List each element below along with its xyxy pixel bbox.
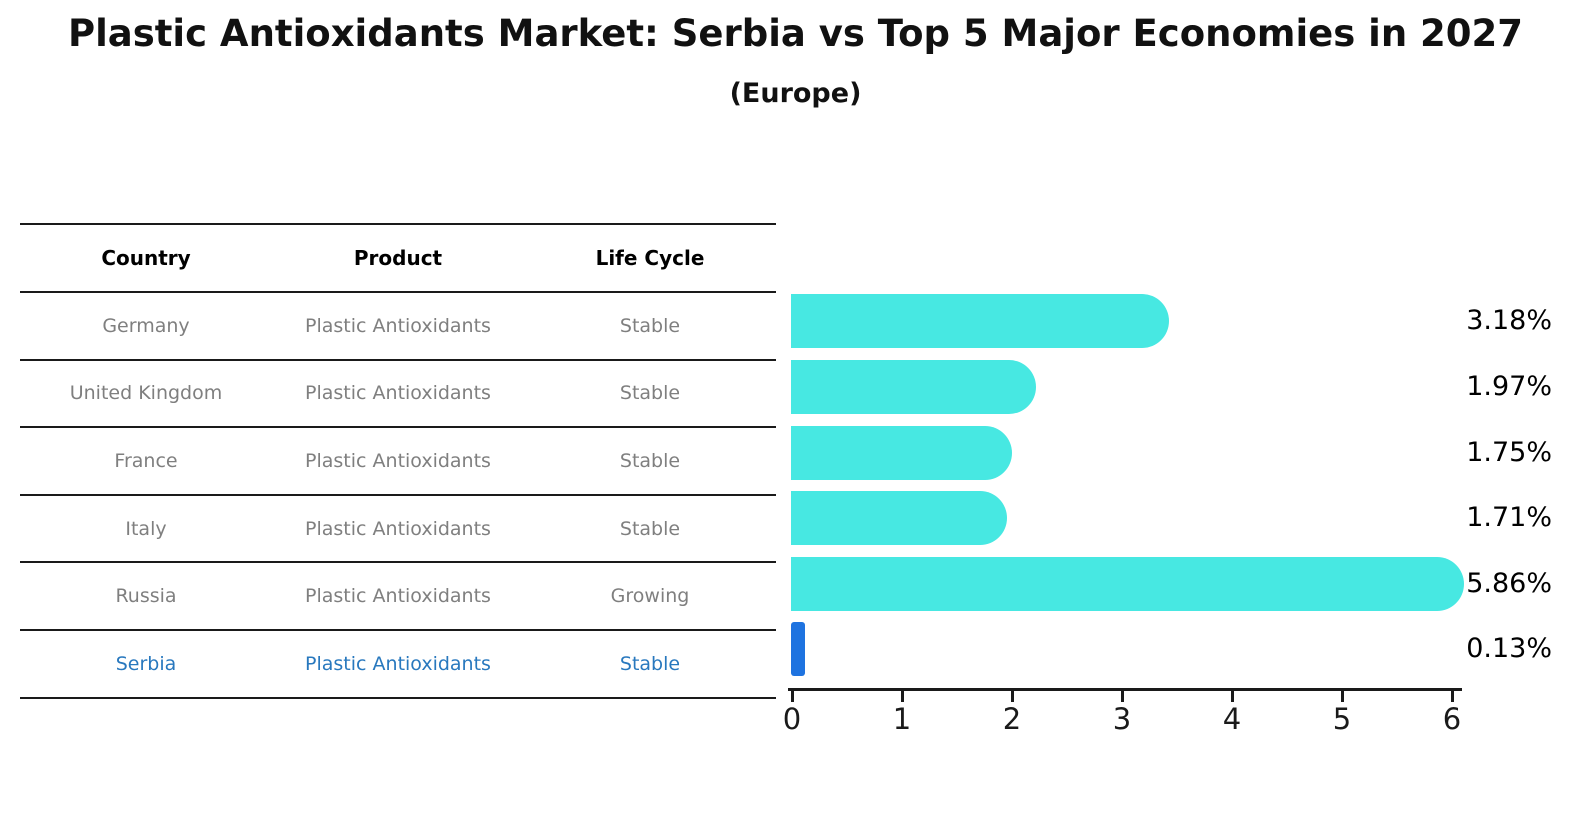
- x-axis-tick-label: 6: [1442, 702, 1462, 736]
- table-header-row: Country Product Life Cycle: [20, 223, 776, 291]
- x-axis-tick-label: 0: [782, 702, 802, 736]
- x-axis-tick-label: 1: [892, 702, 912, 736]
- cell-life-cycle: Stable: [619, 517, 681, 540]
- bar: [791, 294, 1169, 349]
- bar-value-label: 1.71%: [1466, 502, 1552, 534]
- x-axis-tick: [790, 691, 794, 702]
- bar: [791, 425, 1012, 480]
- x-axis-tick: [1120, 691, 1124, 702]
- table-row: Serbia Plastic Antioxidants Stable: [20, 628, 776, 697]
- bar-highlight: [791, 622, 806, 677]
- cell-product: Plastic Antioxidants: [305, 314, 491, 337]
- table-row: Russia Plastic Antioxidants Growing: [20, 561, 776, 629]
- cell-country: Italy: [125, 517, 167, 540]
- cell-life-cycle: Growing: [610, 585, 690, 608]
- x-axis-tick: [1450, 691, 1454, 702]
- table-row: Italy Plastic Antioxidants Stable: [20, 493, 776, 562]
- bar: [791, 556, 1464, 611]
- x-axis-tick-label: 3: [1112, 702, 1132, 736]
- x-axis-tick-label: 2: [1002, 702, 1022, 736]
- cell-country: United Kingdom: [69, 382, 223, 405]
- cell-product: Plastic Antioxidants: [305, 449, 491, 472]
- cell-life-cycle: Stable: [619, 449, 681, 472]
- x-axis-tick: [900, 691, 904, 702]
- header-cell-life-cycle: Life Cycle: [595, 246, 705, 270]
- table-row: France Plastic Antioxidants Stable: [20, 426, 776, 494]
- cell-product: Plastic Antioxidants: [305, 652, 491, 675]
- x-axis-tick-label: 5: [1332, 702, 1352, 736]
- cell-country: Germany: [102, 314, 190, 337]
- cell-life-cycle: Stable: [619, 382, 681, 405]
- bar-value-label: 1.97%: [1466, 371, 1552, 402]
- cell-product: Plastic Antioxidants: [305, 585, 491, 608]
- data-table: Country Product Life Cycle Germany Plasti…: [20, 223, 776, 699]
- table-row: United Kingdom Plastic Antioxidants Stable: [20, 358, 776, 427]
- cell-country: France: [114, 449, 178, 472]
- table-body: Germany Plastic Antioxidants Stable United …: [20, 291, 776, 697]
- table-row: Germany Plastic Antioxidants Stable: [20, 291, 776, 359]
- x-axis-tick: [1340, 691, 1344, 702]
- cell-country: Serbia: [115, 652, 177, 675]
- cell-country: Russia: [115, 585, 177, 608]
- bar: [791, 491, 1008, 546]
- x-axis-tick: [1230, 691, 1234, 702]
- bar-value-label: 5.86%: [1466, 567, 1552, 599]
- x-axis-tick-label: 4: [1222, 702, 1242, 736]
- bar-value-label: 0.13%: [1466, 633, 1552, 665]
- table-bottom-rule: [20, 696, 776, 699]
- cell-life-cycle: Stable: [619, 652, 681, 675]
- cell-life-cycle: Stable: [619, 314, 681, 337]
- chart-title: Plastic Antioxidants Market: Serbia vs T…: [67, 12, 1524, 55]
- cell-product: Plastic Antioxidants: [305, 382, 491, 405]
- x-axis-tick: [1010, 691, 1014, 702]
- bar-value-label: 1.75%: [1466, 436, 1552, 468]
- bar: [791, 360, 1036, 414]
- bar-value-label: 3.18%: [1466, 305, 1552, 337]
- x-axis-line: [788, 688, 1462, 691]
- header-cell-product: Product: [353, 246, 443, 270]
- chart-subtitle: (Europe): [729, 78, 862, 109]
- header-cell-country: Country: [101, 246, 191, 270]
- cell-product: Plastic Antioxidants: [305, 517, 491, 540]
